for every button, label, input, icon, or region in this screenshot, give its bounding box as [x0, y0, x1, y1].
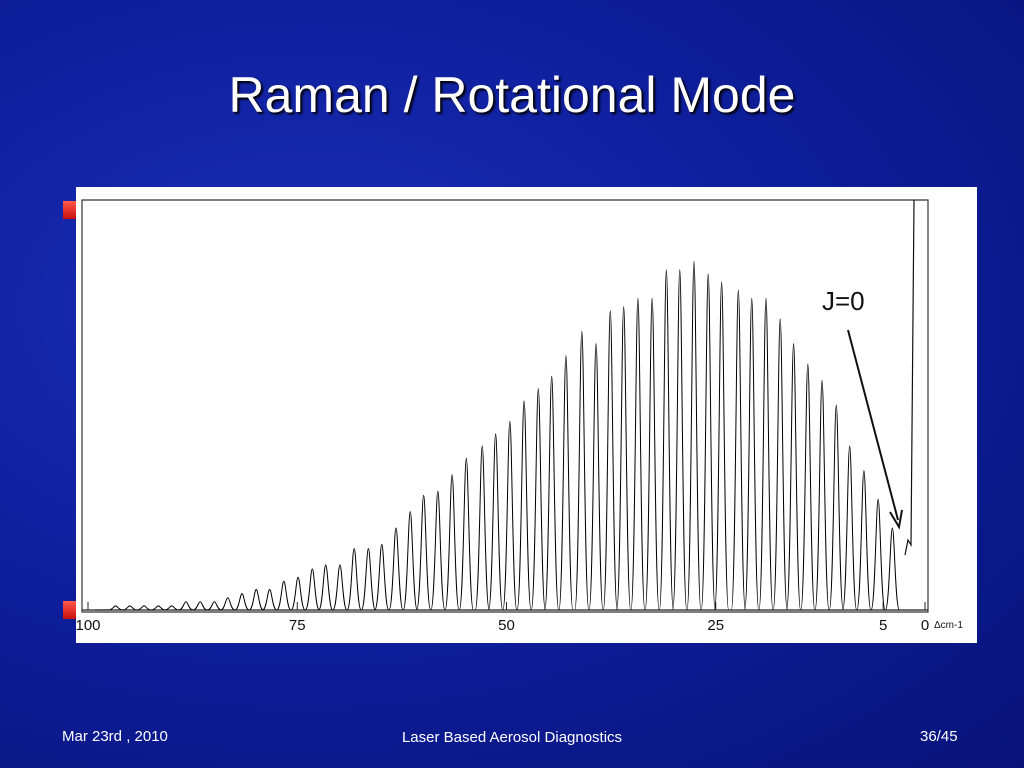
spectrum-peak	[304, 568, 320, 611]
spectrum-peak	[786, 342, 802, 611]
annotation: J=0	[822, 286, 865, 316]
x-tick-label: 50	[498, 617, 515, 634]
spectrum-peak	[164, 605, 179, 611]
spectrum-peak	[884, 527, 900, 611]
spectrum-peak	[290, 576, 306, 611]
spectrum-peak	[488, 433, 504, 611]
spectrum-peak	[730, 289, 746, 611]
annotation-arrow	[847, 329, 899, 521]
spectrum-peak	[700, 273, 716, 611]
spectrum-peak	[248, 588, 264, 611]
x-tick-label: 100	[75, 617, 100, 634]
x-tick-label: 5	[879, 617, 887, 634]
x-axis-label: Δcm-1	[934, 620, 963, 631]
spectrum-peak	[714, 281, 730, 611]
bullet	[63, 201, 76, 219]
spectrum-peak	[416, 494, 432, 611]
spectrum-peak	[772, 318, 788, 611]
x-tick-label: 0	[921, 617, 929, 634]
x-tick-label: 75	[289, 617, 306, 634]
spectrum-peak	[502, 420, 518, 611]
spectrum-peak	[644, 297, 660, 611]
spectrum-peak	[262, 588, 277, 611]
spectrum-peak	[842, 445, 858, 611]
spectrum-peak	[332, 564, 348, 611]
spectrum-peak	[122, 605, 137, 611]
plot-frame	[81, 199, 929, 613]
spectrum-peak	[318, 564, 334, 611]
spectrum-peak	[108, 605, 123, 611]
chart-background	[76, 187, 977, 643]
spectrum-peak	[178, 601, 194, 611]
spectrum-peak	[686, 260, 702, 611]
arrow-head	[889, 509, 903, 530]
spectrum-peak	[234, 593, 250, 611]
slide-title: Raman / Rotational Mode	[228, 67, 796, 123]
spectrum-peak	[402, 511, 418, 611]
spectrum-peak	[207, 601, 222, 611]
spectrum-peak	[151, 605, 166, 611]
spectrum-peak	[828, 404, 844, 611]
spectrum-peak	[458, 457, 474, 611]
footer-date: Mar 23rd , 2010	[62, 728, 168, 745]
spectrum-peak	[616, 306, 632, 611]
spectrum-peak	[558, 355, 574, 611]
spectrum-peak	[444, 474, 460, 611]
bullet	[63, 601, 76, 619]
spectrum-peak	[193, 601, 208, 611]
spectrum-peak	[530, 388, 546, 611]
spectrum-peak	[374, 543, 390, 611]
spectrum-peak	[516, 400, 532, 611]
rayleigh-line	[904, 199, 915, 556]
spectrum-peak	[346, 547, 362, 611]
spectrum-peak	[672, 269, 688, 611]
spectrum-peak	[360, 547, 376, 611]
spectrum-peak	[544, 375, 560, 611]
footer-page: 36/45	[920, 728, 958, 745]
footer-title: Laser Based Aerosol Diagnostics	[401, 729, 623, 746]
x-tick-label: 25	[707, 617, 724, 634]
spectrum-peak	[630, 297, 646, 611]
spectrum-peak	[430, 490, 446, 611]
spectrum-peak	[856, 470, 872, 611]
spectrum-peak	[658, 269, 674, 611]
spectrum-peak	[758, 297, 774, 611]
spectrum-peak	[800, 363, 816, 611]
spectrum-peak	[276, 580, 292, 611]
spectrum-peak	[814, 379, 830, 611]
spectrum-peak	[474, 445, 490, 611]
spectrum-peak	[574, 330, 590, 611]
spectrum-peak	[744, 297, 760, 611]
spectrum-peak	[388, 527, 404, 611]
spectrum-peak	[870, 498, 886, 611]
spectrum-peak	[137, 605, 152, 611]
spectrum-peak	[220, 597, 235, 611]
spectrum-peak	[602, 310, 618, 611]
spectrum-peak	[588, 342, 604, 611]
